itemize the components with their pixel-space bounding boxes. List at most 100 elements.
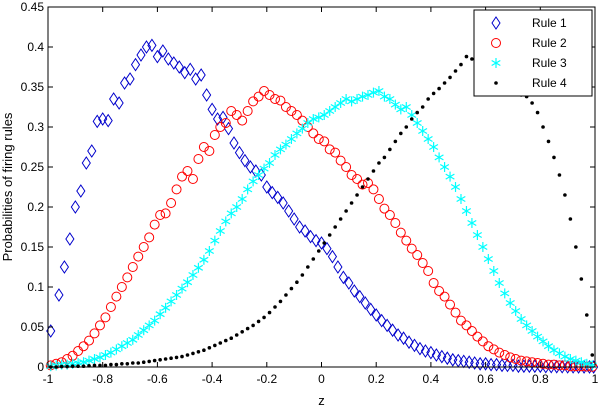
data-point <box>431 91 436 96</box>
asterisk-stroke <box>78 359 89 366</box>
data-point <box>114 96 124 110</box>
data-point <box>306 265 310 269</box>
data-point <box>270 94 281 104</box>
data-point <box>204 246 214 256</box>
data-point <box>379 203 390 214</box>
data-point <box>590 353 595 357</box>
data-point <box>434 152 444 163</box>
data-point <box>373 194 384 204</box>
data-point <box>291 110 302 120</box>
data-point <box>158 358 162 362</box>
data-point <box>333 225 337 229</box>
asterisk-stroke <box>253 171 264 179</box>
data-point <box>295 220 305 234</box>
data-point <box>335 155 346 166</box>
data-point <box>426 345 436 360</box>
data-point <box>412 118 422 128</box>
asterisk-stroke <box>237 195 247 203</box>
y-tick-label: 0.4 <box>27 40 44 54</box>
asterisk-stroke <box>483 255 493 263</box>
data-point <box>122 272 133 283</box>
x-tick-label: 0.2 <box>368 372 385 386</box>
x-tick-label: -0.8 <box>92 372 113 386</box>
asterisk-stroke <box>139 327 149 334</box>
data-point <box>464 54 469 59</box>
data-point <box>289 212 299 226</box>
data-point <box>103 363 108 368</box>
data-point <box>84 355 94 366</box>
asterisk-stroke <box>396 106 406 113</box>
asterisk-stroke <box>456 195 466 203</box>
y-tick-label: 0.15 <box>21 240 45 254</box>
asterisk-stroke <box>401 103 411 111</box>
data-point <box>450 182 461 192</box>
data-point <box>259 163 269 174</box>
data-point <box>480 356 491 371</box>
data-point <box>116 282 127 292</box>
data-point <box>409 338 420 353</box>
data-point <box>136 361 141 365</box>
y-axis-label: Probabilities of firing rules <box>0 112 15 261</box>
x-tick-label: 0.4 <box>423 372 440 386</box>
asterisk-stroke <box>516 315 526 323</box>
data-point <box>207 346 212 350</box>
y-tick-label: 0.45 <box>21 0 45 14</box>
data-point <box>130 57 141 72</box>
legend-box <box>473 9 593 97</box>
data-point <box>284 204 294 218</box>
data-point <box>505 352 516 363</box>
data-point <box>313 134 324 144</box>
data-point <box>163 52 173 66</box>
data-point <box>221 216 231 227</box>
asterisk-stroke <box>532 333 543 340</box>
legend-label: Rule 1 <box>532 16 567 30</box>
data-point <box>382 155 387 160</box>
asterisk-stroke <box>171 291 182 299</box>
x-tick-label: -0.6 <box>147 372 168 386</box>
series-2 <box>45 86 598 372</box>
data-point <box>352 174 363 184</box>
data-markers <box>45 38 598 374</box>
data-point <box>81 156 91 170</box>
data-point <box>231 110 242 120</box>
data-point <box>152 358 157 363</box>
data-point <box>182 166 193 176</box>
data-point <box>450 307 461 318</box>
data-point <box>470 57 474 61</box>
data-point <box>346 96 357 107</box>
data-point <box>322 241 332 256</box>
asterisk-stroke <box>511 307 521 315</box>
data-point <box>510 354 521 364</box>
data-point <box>388 323 398 338</box>
asterisk-stroke <box>160 304 171 311</box>
data-point <box>174 60 184 74</box>
data-point <box>182 277 193 288</box>
legend-marker <box>491 38 501 48</box>
asterisk-stroke <box>303 119 313 127</box>
data-point <box>226 208 236 219</box>
data-point <box>483 341 494 352</box>
data-point <box>155 309 165 320</box>
asterisk-stroke <box>188 271 198 279</box>
data-point <box>442 81 447 85</box>
data-point <box>128 334 138 345</box>
data-point <box>324 144 335 155</box>
data-point <box>133 251 144 262</box>
data-point <box>466 326 477 336</box>
data-point <box>316 236 327 250</box>
data-point <box>415 341 425 356</box>
data-point <box>379 91 390 102</box>
data-point <box>240 330 244 334</box>
data-point <box>150 315 160 326</box>
asterisk-stroke <box>177 285 187 292</box>
data-point <box>237 194 247 204</box>
data-point <box>511 306 521 316</box>
data-point <box>144 232 155 243</box>
asterisk-stroke <box>357 93 368 100</box>
legend-label: Rule 4 <box>532 76 567 90</box>
data-point <box>426 97 430 101</box>
asterisk-stroke <box>549 347 559 354</box>
data-point <box>398 331 409 346</box>
data-point <box>95 352 105 363</box>
data-point <box>423 266 434 276</box>
